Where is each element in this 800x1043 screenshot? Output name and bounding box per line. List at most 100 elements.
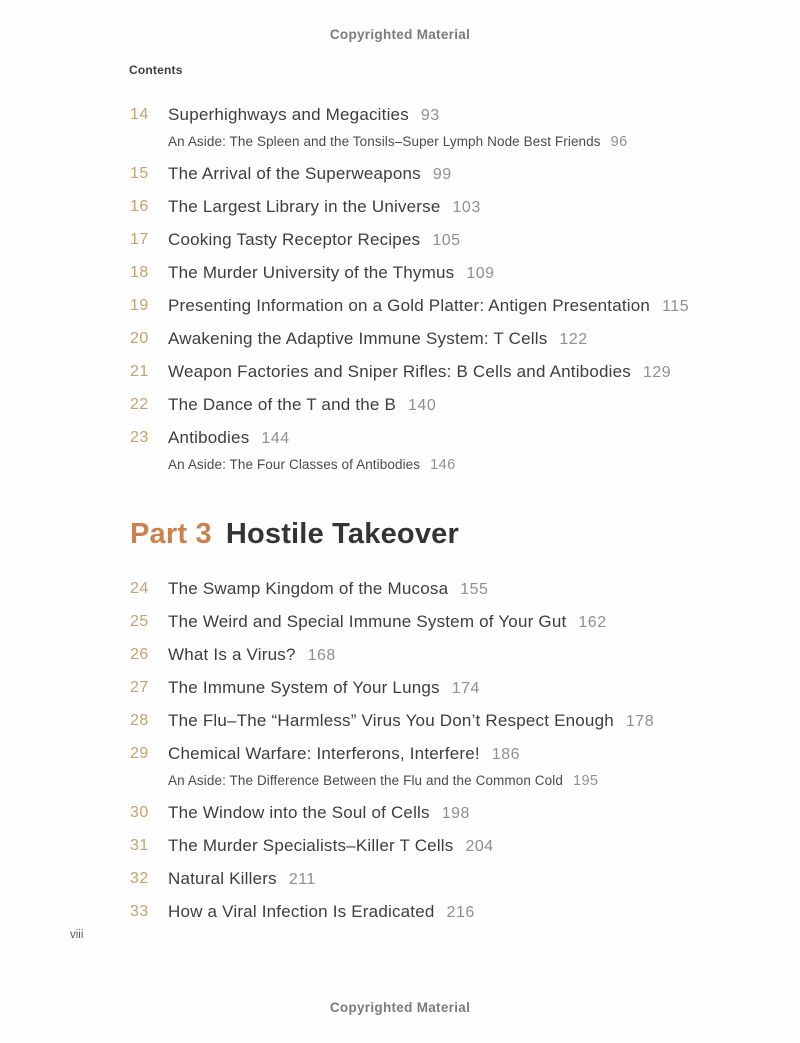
toc-entry-body: Weapon Factories and Sniper Rifles: B Ce… xyxy=(168,359,690,386)
chapter-page-number: 174 xyxy=(451,680,480,697)
toc-entry: 26 What Is a Virus? 168 xyxy=(130,642,690,669)
toc-entry-body: The Flu–The “Harmless” Virus You Don’t R… xyxy=(168,708,690,735)
part-heading: Part 3 Hostile Takeover xyxy=(130,515,690,553)
toc-entry: 18 The Murder University of the Thymus 10… xyxy=(130,260,690,287)
chapter-page-number: 162 xyxy=(578,614,607,631)
toc-entry: 33 How a Viral Infection Is Eradicated 21… xyxy=(130,899,690,926)
toc-entry: 19 Presenting Information on a Gold Plat… xyxy=(130,293,690,320)
chapter-title: The Murder Specialists–Killer T Cells xyxy=(168,836,454,855)
chapter-number: 14 xyxy=(130,106,149,123)
toc-entry-line: Superhighways and Megacities 93 xyxy=(168,102,690,129)
chapter-page-number: 168 xyxy=(307,647,336,664)
toc-entry-line: Awakening the Adaptive Immune System: T … xyxy=(168,326,690,353)
toc-entry-body: Presenting Information on a Gold Platter… xyxy=(168,293,690,320)
chapter-title: Weapon Factories and Sniper Rifles: B Ce… xyxy=(168,362,631,381)
chapter-number: 27 xyxy=(130,679,149,696)
toc-entry-line: How a Viral Infection Is Eradicated 216 xyxy=(168,899,690,926)
toc-entry-line: Antibodies 144 xyxy=(168,425,690,452)
toc-entry-line: What Is a Virus? 168 xyxy=(168,642,690,669)
toc-entry-body: The Arrival of the Superweapons 99 xyxy=(168,161,690,188)
toc-aside: An Aside: The Spleen and the Tonsils–Sup… xyxy=(168,132,690,152)
toc-entry-line: The Largest Library in the Universe 103 xyxy=(168,194,690,221)
toc-entry-body: The Swamp Kingdom of the Mucosa 155 xyxy=(168,576,690,603)
chapter-title: Superhighways and Megacities xyxy=(168,105,409,124)
chapter-page-number: 93 xyxy=(420,107,440,124)
chapter-number: 22 xyxy=(130,396,149,413)
toc-entry-body: The Immune System of Your Lungs 174 xyxy=(168,675,690,702)
chapter-number: 16 xyxy=(130,198,149,215)
chapter-title: What Is a Virus? xyxy=(168,645,296,664)
toc-entry-body: The Weird and Special Immune System of Y… xyxy=(168,609,690,636)
toc-entry: 20 Awakening the Adaptive Immune System:… xyxy=(130,326,690,353)
toc-entry-body: Awakening the Adaptive Immune System: T … xyxy=(168,326,690,353)
toc-entry-line: The Window into the Soul of Cells 198 xyxy=(168,800,690,827)
toc-entry-line: The Weird and Special Immune System of Y… xyxy=(168,609,690,636)
chapter-title: The Weird and Special Immune System of Y… xyxy=(168,612,567,631)
toc-entry: 22 The Dance of the T and the B 140 xyxy=(130,392,690,419)
chapter-number: 28 xyxy=(130,712,149,729)
chapter-page-number: 129 xyxy=(642,364,672,381)
chapter-title: Chemical Warfare: Interferons, Interfere… xyxy=(168,744,480,763)
chapter-page-number: 122 xyxy=(559,331,588,348)
toc-entry-body: Superhighways and Megacities 93 An Aside:… xyxy=(168,102,690,155)
running-header-contents: Contents xyxy=(129,63,183,77)
toc-entry: 14 Superhighways and Megacities 93 An Asi… xyxy=(130,102,690,155)
toc-entry: 28 The Flu–The “Harmless” Virus You Don’… xyxy=(130,708,690,735)
chapter-title: The Swamp Kingdom of the Mucosa xyxy=(168,579,449,598)
chapter-page-number: 186 xyxy=(491,746,520,763)
aside-title: An Aside: The Difference Between the Flu… xyxy=(168,773,563,788)
toc-entry-line: The Flu–The “Harmless” Virus You Don’t R… xyxy=(168,708,690,735)
toc-entry: 21 Weapon Factories and Sniper Rifles: B… xyxy=(130,359,690,386)
toc-entry-body: Chemical Warfare: Interferons, Interfere… xyxy=(168,741,690,794)
toc-entry-body: The Dance of the T and the B 140 xyxy=(168,392,690,419)
page-folio: viii xyxy=(70,929,84,941)
chapter-title: Presenting Information on a Gold Platter… xyxy=(168,296,651,315)
toc-entry-body: What Is a Virus? 168 xyxy=(168,642,690,669)
toc-entry-body: Cooking Tasty Receptor Recipes 105 xyxy=(168,227,690,254)
toc-aside: An Aside: The Difference Between the Flu… xyxy=(168,771,690,791)
aside-title: An Aside: The Spleen and the Tonsils–Sup… xyxy=(168,134,601,149)
chapter-number: 21 xyxy=(130,363,149,380)
chapter-page-number: 211 xyxy=(288,871,316,888)
chapter-number: 26 xyxy=(130,646,149,663)
toc-entry: 29 Chemical Warfare: Interferons, Interf… xyxy=(130,741,690,794)
chapter-page-number: 155 xyxy=(460,581,489,598)
chapter-title: Awakening the Adaptive Immune System: T … xyxy=(168,329,548,348)
chapter-page-number: 103 xyxy=(452,199,481,216)
chapter-title: The Window into the Soul of Cells xyxy=(168,803,430,822)
chapter-page-number: 109 xyxy=(466,265,495,282)
chapter-title: How a Viral Infection Is Eradicated xyxy=(168,902,435,921)
chapter-page-number: 216 xyxy=(446,904,475,921)
chapter-title: The Immune System of Your Lungs xyxy=(168,678,440,697)
toc-entry: 25 The Weird and Special Immune System o… xyxy=(130,609,690,636)
toc-entry-body: Natural Killers 211 xyxy=(168,866,690,893)
aside-page-number: 96 xyxy=(610,134,628,150)
chapter-number: 29 xyxy=(130,745,149,762)
copyright-watermark-top: Copyrighted Material xyxy=(329,27,471,42)
chapter-page-number: 115 xyxy=(662,298,690,315)
copyright-watermark-bottom: Copyrighted Material xyxy=(329,1000,471,1015)
toc-entry-body: How a Viral Infection Is Eradicated 216 xyxy=(168,899,690,926)
toc-entry: 32 Natural Killers 211 xyxy=(130,866,690,893)
chapter-page-number: 204 xyxy=(465,838,494,855)
chapter-title: The Largest Library in the Universe xyxy=(168,197,441,216)
toc-entry-line: Cooking Tasty Receptor Recipes 105 xyxy=(168,227,690,254)
chapter-number: 23 xyxy=(130,429,149,446)
toc-entry: 24 The Swamp Kingdom of the Mucosa 155 xyxy=(130,576,690,603)
toc-entry: 27 The Immune System of Your Lungs 174 xyxy=(130,675,690,702)
toc-entry-body: Antibodies 144 An Aside: The Four Classes… xyxy=(168,425,690,478)
chapter-page-number: 178 xyxy=(625,713,655,730)
chapter-number: 30 xyxy=(130,804,149,821)
chapter-title: Natural Killers xyxy=(168,869,277,888)
toc-entry: 16 The Largest Library in the Universe 10… xyxy=(130,194,690,221)
aside-page-number: 146 xyxy=(430,457,456,473)
chapter-title: The Flu–The “Harmless” Virus You Don’t R… xyxy=(168,711,614,730)
chapter-number: 20 xyxy=(130,330,149,347)
part-label: Part 3 xyxy=(130,518,212,550)
chapter-number: 32 xyxy=(130,870,149,887)
toc-entry-body: The Largest Library in the Universe 103 xyxy=(168,194,690,221)
chapter-number: 24 xyxy=(130,580,149,597)
toc-entry-line: The Dance of the T and the B 140 xyxy=(168,392,690,419)
chapter-number: 31 xyxy=(130,837,149,854)
